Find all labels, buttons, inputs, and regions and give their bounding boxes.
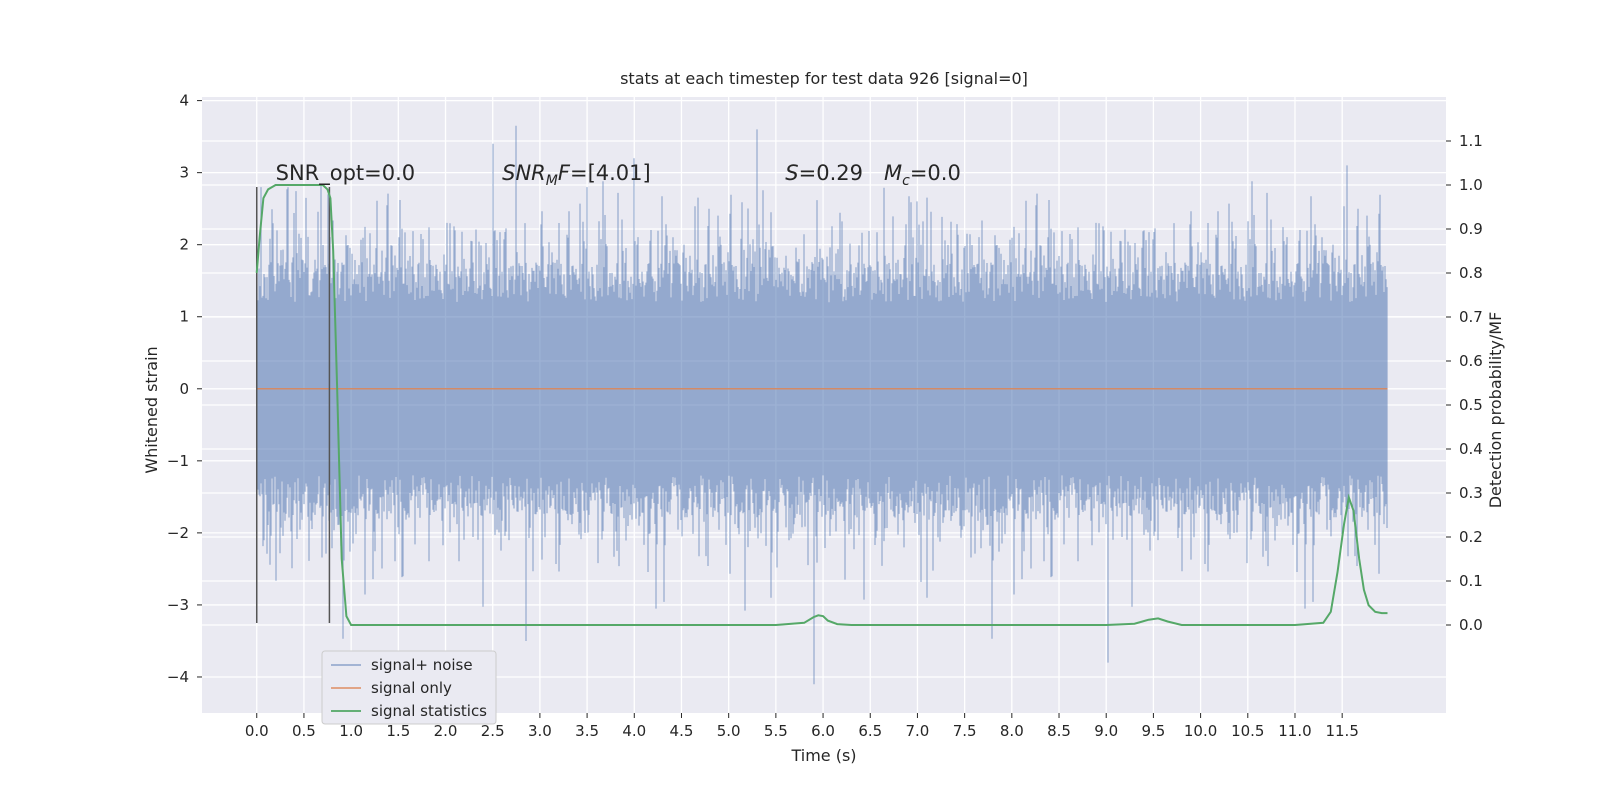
legend-box — [321, 650, 497, 725]
y-right-tick-label: 0.9 — [1459, 220, 1483, 238]
y-right-tick-label: 1.0 — [1459, 176, 1483, 194]
x-tick-label: 3.5 — [575, 722, 599, 740]
y-left-tick-label: 2 — [179, 236, 189, 254]
y-left-tick-label: −1 — [167, 452, 189, 470]
x-tick-label: 4.0 — [622, 722, 646, 740]
legend-entry: signal+ noise — [371, 656, 473, 674]
y-left-tick-label: 4 — [179, 92, 189, 110]
x-tick-label: 10.0 — [1184, 722, 1217, 740]
x-tick-label: 6.5 — [858, 722, 882, 740]
legend-entry: signal statistics — [371, 702, 487, 720]
x-tick-label: 0.5 — [292, 722, 316, 740]
x-tick-label: 5.0 — [717, 722, 741, 740]
y-right-tick-label: 0.2 — [1459, 528, 1483, 546]
y-right-tick-label: 0.5 — [1459, 396, 1483, 414]
y-right-tick-label: 0.6 — [1459, 352, 1483, 370]
x-axis-label: Time (s) — [790, 746, 856, 765]
y-right-tick-label: 0.3 — [1459, 484, 1483, 502]
annotation-text: SNR_opt=0.0 — [276, 161, 416, 186]
y-left-tick-label: 3 — [179, 164, 189, 182]
x-tick-label: 2.0 — [434, 722, 458, 740]
y-left-tick-label: 1 — [179, 308, 189, 326]
x-tick-label: 7.5 — [953, 722, 977, 740]
annotations: SNR_opt=0.0 SNRMF=[4.01] S=0.29 Mc=0.0 — [276, 161, 961, 189]
y-right-tick-label: 0.1 — [1459, 572, 1483, 590]
y-right-tick-label: 0.4 — [1459, 440, 1483, 458]
x-tick-label: 9.0 — [1094, 722, 1118, 740]
legend-entry: signal only — [371, 679, 452, 697]
x-tick-label: 6.0 — [811, 722, 835, 740]
chart-title: stats at each timestep for test data 926… — [620, 69, 1028, 88]
x-tick-label: 4.5 — [670, 722, 694, 740]
y-right-tick-label: 0.8 — [1459, 264, 1483, 282]
x-tick-label: 11.0 — [1278, 722, 1311, 740]
x-tick-label: 7.0 — [906, 722, 930, 740]
signal-statistics-line — [255, 184, 1388, 626]
series-lines — [255, 184, 1388, 626]
x-tick-label: 9.5 — [1141, 722, 1165, 740]
x-tick-label: 8.0 — [1000, 722, 1024, 740]
legend: signal+ noise signal only signal statistic… — [321, 650, 497, 725]
annotation-text: S=0.29 Mc=0.0 — [785, 161, 961, 189]
y-left-tick-label: −4 — [167, 668, 189, 686]
x-tick-label: 11.5 — [1325, 722, 1358, 740]
y-right-tick-label: 0.0 — [1459, 616, 1483, 634]
x-tick-label: 1.5 — [386, 722, 410, 740]
axes: 0.0 0.5 1.0 1.5 2.0 2.5 3.0 3.5 4.0 4.5 5.0 5.5 6.0 6… — [167, 92, 1483, 740]
x-tick-label: 1.0 — [339, 722, 363, 740]
y-right-tick-label: 0.7 — [1459, 308, 1483, 326]
y-right-tick-label: 1.1 — [1459, 132, 1483, 150]
y-axis-right-label: Detection probability/MF — [1486, 312, 1505, 509]
x-tick-label: 10.5 — [1231, 722, 1264, 740]
y-left-tick-label: −2 — [167, 524, 189, 542]
y-left-tick-label: −3 — [167, 596, 189, 614]
x-tick-label: 0.0 — [245, 722, 269, 740]
x-tick-label: 5.5 — [764, 722, 788, 740]
annotation-text: SNRMF=[4.01] — [502, 161, 651, 189]
y-left-tick-label: 0 — [179, 380, 189, 398]
y-axis-left-label: Whitened strain — [142, 346, 161, 473]
x-tick-label: 3.0 — [528, 722, 552, 740]
x-tick-label: 2.5 — [481, 722, 505, 740]
x-tick-label: 8.5 — [1047, 722, 1071, 740]
